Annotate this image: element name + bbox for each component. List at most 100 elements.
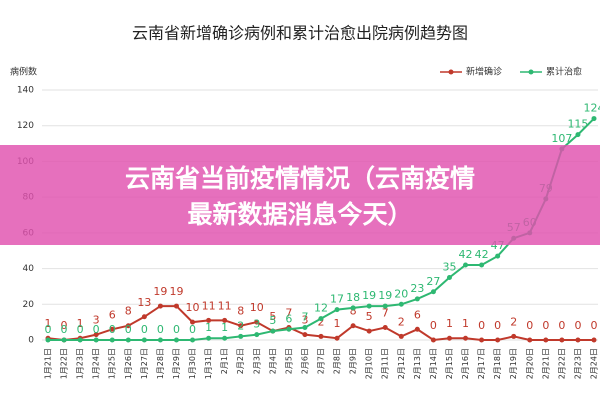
x-tick-label: 2月15日	[445, 348, 454, 379]
data-label: 3	[301, 314, 308, 327]
data-point	[575, 132, 581, 138]
data-point	[77, 337, 83, 343]
x-tick-label: 2月18日	[493, 348, 502, 379]
data-label: 11	[202, 299, 216, 312]
data-point	[93, 332, 99, 338]
data-label: 11	[218, 299, 232, 312]
x-tick-label: 2月16日	[461, 348, 470, 379]
data-point	[591, 116, 597, 122]
data-point	[157, 337, 163, 343]
data-label: 0	[141, 323, 148, 336]
data-point	[559, 337, 565, 343]
data-label: 0	[189, 323, 196, 336]
data-label: 8	[237, 305, 244, 318]
data-label: 8	[125, 305, 132, 318]
data-label: 0	[173, 323, 180, 336]
data-point	[414, 326, 420, 332]
data-point	[302, 332, 308, 338]
data-point	[446, 335, 452, 341]
data-label: 27	[426, 275, 440, 288]
data-point	[366, 328, 372, 334]
data-point	[398, 301, 404, 307]
data-label: 20	[394, 287, 408, 300]
x-tick-label: 1月31日	[204, 348, 213, 379]
data-point	[479, 262, 485, 268]
data-point	[527, 337, 533, 343]
data-label: 0	[93, 323, 100, 336]
x-tick-label: 2月13日	[413, 348, 422, 379]
data-label: 1	[221, 321, 228, 334]
data-label: 18	[346, 291, 360, 304]
x-tick-label: 2月6日	[300, 348, 309, 374]
data-label: 0	[157, 323, 164, 336]
data-point	[222, 317, 228, 323]
x-tick-label: 2月2日	[236, 348, 245, 374]
data-label: 6	[414, 308, 421, 321]
data-label: 1	[45, 317, 52, 330]
data-point	[495, 253, 501, 259]
x-tick-label: 1月22日	[60, 348, 69, 379]
data-label: 19	[362, 289, 376, 302]
data-label: 0	[494, 319, 501, 332]
data-label: 42	[459, 248, 473, 261]
y-axis-label: 病例数	[10, 66, 37, 78]
data-label: 0	[61, 323, 68, 336]
data-point	[334, 307, 340, 313]
data-point	[479, 337, 485, 343]
data-point	[254, 332, 260, 338]
y-tick-label: 40	[23, 264, 35, 274]
data-point	[45, 337, 51, 343]
data-label: 3	[93, 314, 100, 327]
data-label: 0	[109, 323, 116, 336]
data-label: 0	[558, 319, 565, 332]
data-point	[382, 325, 388, 330]
data-label: 1	[334, 317, 341, 330]
data-label: 6	[285, 312, 292, 325]
data-label: 10	[186, 301, 200, 314]
data-point	[109, 326, 115, 332]
data-point	[173, 303, 179, 309]
data-point	[238, 323, 244, 329]
data-label: 19	[378, 289, 392, 302]
data-point	[575, 337, 581, 343]
data-point	[511, 333, 517, 339]
data-label: 0	[125, 323, 132, 336]
x-tick-label: 2月3日	[252, 348, 261, 374]
y-tick-label: 120	[17, 121, 34, 131]
data-label: 5	[269, 314, 276, 327]
data-label: 19	[169, 285, 183, 298]
x-tick-label: 2月7日	[317, 348, 326, 374]
data-label: 42	[475, 248, 489, 261]
x-tick-label: 2月17日	[477, 348, 486, 379]
data-point	[125, 337, 131, 343]
data-label: 12	[314, 302, 328, 315]
x-tick-label: 1月27日	[140, 348, 149, 379]
y-tick-label: 0	[28, 336, 34, 346]
legend-marker	[528, 69, 534, 75]
data-point	[157, 303, 163, 309]
data-point	[222, 335, 228, 341]
data-label: 10	[250, 301, 264, 314]
data-point	[543, 337, 549, 343]
data-point	[463, 262, 469, 268]
x-tick-label: 1月29日	[172, 348, 181, 379]
data-label: 1	[446, 317, 453, 330]
data-point	[382, 303, 388, 309]
data-label: 8	[350, 305, 357, 318]
legend-marker	[448, 69, 454, 75]
data-label: 1	[205, 321, 212, 334]
legend-label: 新增确诊	[466, 66, 502, 78]
x-tick-label: 2月9日	[349, 348, 358, 374]
y-tick-label: 20	[23, 300, 35, 310]
data-label: 115	[567, 118, 588, 131]
data-label: 7	[285, 307, 292, 320]
data-point	[414, 296, 420, 302]
data-label: 6	[109, 308, 116, 321]
data-point	[141, 337, 147, 343]
data-label: 0	[77, 323, 84, 336]
data-point	[591, 337, 597, 343]
data-label: 0	[478, 319, 485, 332]
x-tick-label: 1月23日	[76, 348, 85, 379]
banner-text: 最新数据消息今天）	[187, 200, 412, 229]
x-tick-label: 1月28日	[156, 348, 165, 379]
